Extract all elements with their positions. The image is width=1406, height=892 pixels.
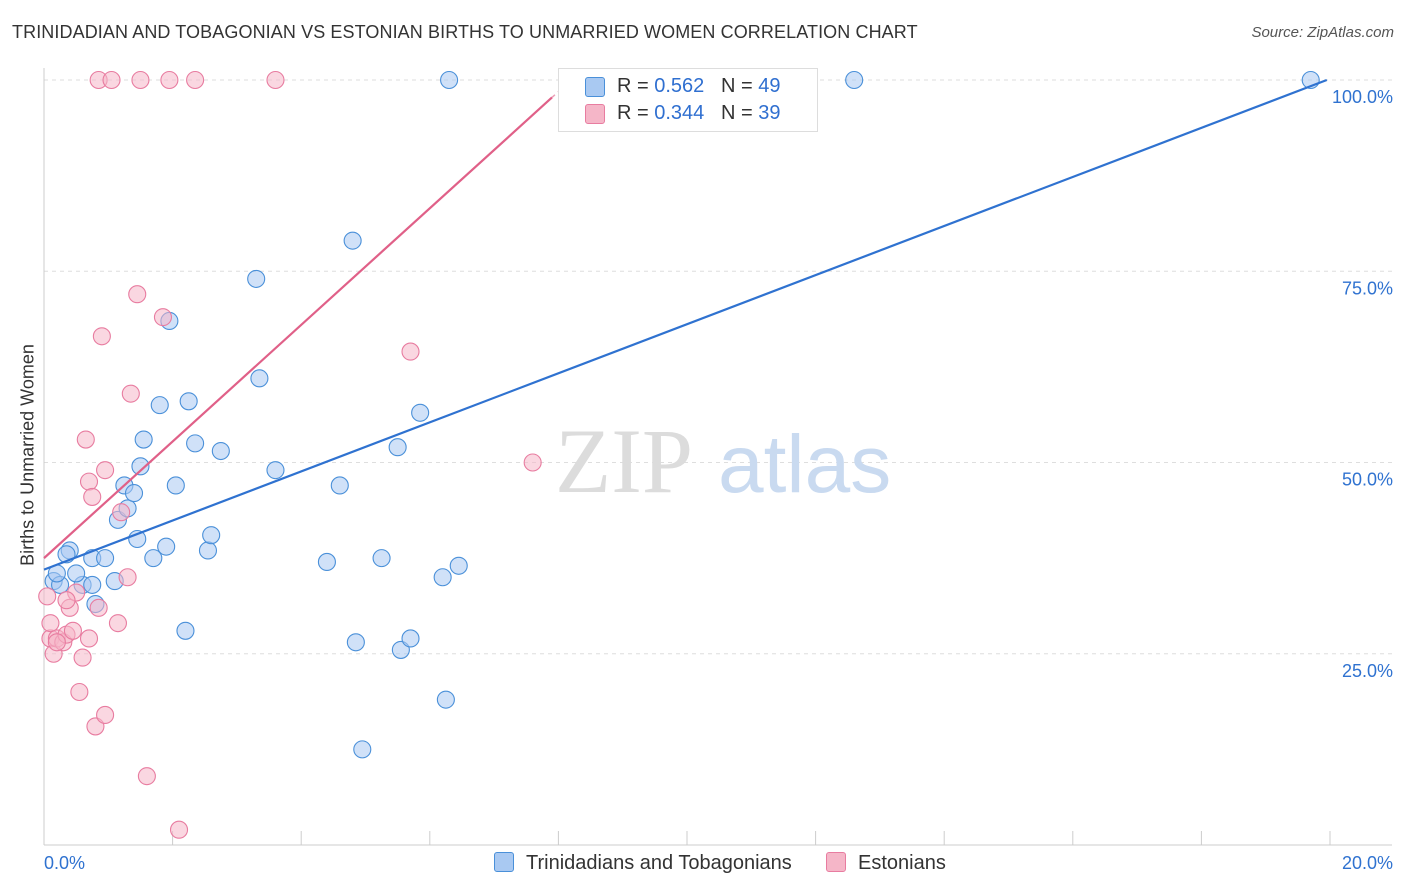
point-trinidadian [179, 392, 198, 411]
point-estonian [169, 820, 189, 839]
point-estonian [47, 633, 66, 652]
point-trinidadian [157, 537, 176, 556]
point-trinidadian [247, 269, 266, 288]
point-trinidadian [83, 575, 102, 594]
point-estonian [41, 614, 60, 633]
legend-n-value: 39 [758, 102, 781, 124]
y-tick-label: 50.0% [1342, 470, 1393, 490]
point-trinidadian [845, 70, 864, 90]
y-tick-label: 100.0% [1332, 87, 1393, 107]
data-points [38, 70, 1320, 839]
legend-swatch-pink [585, 104, 605, 124]
point-estonian [76, 430, 95, 449]
point-trinidadian [150, 396, 169, 415]
point-estonian [96, 705, 115, 725]
y-tick-label: 75.0% [1342, 278, 1393, 298]
bottom-legend-label: Trinidadians and Tobagonians [526, 852, 792, 874]
source-label: Source: ZipAtlas.com [1251, 24, 1394, 41]
point-trinidadian [186, 434, 205, 453]
point-estonian [137, 767, 156, 786]
point-estonian [153, 308, 173, 327]
watermark-atlas: atlas [718, 419, 891, 510]
point-trinidadian [250, 369, 269, 388]
point-trinidadian [353, 740, 372, 759]
legend-swatch-blue [585, 77, 605, 97]
point-estonian [186, 70, 205, 90]
point-trinidadian [388, 438, 407, 457]
point-estonian [38, 587, 57, 606]
point-trinidadian [211, 441, 230, 461]
point-estonian [63, 621, 82, 640]
point-trinidadian [67, 564, 86, 583]
bottom-legend-trinidadian: Trinidadians and Tobagonians [494, 852, 792, 875]
point-estonian [73, 648, 92, 667]
correlation-legend: R = 0.562 N = 49 R = 0.344 N = 39 [558, 68, 818, 132]
point-estonian [108, 614, 127, 633]
point-trinidadian [266, 461, 285, 480]
point-estonian [89, 598, 108, 617]
point-trinidadian [433, 568, 452, 587]
bottom-legend-label: Estonians [858, 852, 946, 874]
bottom-legend-estonian: Estonians [826, 852, 946, 875]
point-estonian [523, 453, 542, 472]
chart-title: TRINIDADIAN AND TOBAGONIAN VS ESTONIAN B… [12, 22, 918, 42]
point-estonian [118, 568, 137, 587]
point-estonian [92, 327, 111, 346]
point-trinidadian [401, 629, 420, 648]
x-tick-label-max: 20.0% [1342, 853, 1393, 873]
bottom-legend-swatch-pink [826, 852, 846, 872]
watermark-zip: ZIP [555, 410, 693, 512]
point-trinidadian [131, 457, 150, 476]
point-estonian [79, 472, 99, 491]
point-estonian [57, 591, 76, 610]
legend-r-value: 0.344 [654, 102, 705, 124]
trend-line-trinidadian [43, 78, 1328, 571]
point-estonian [70, 682, 89, 702]
point-trinidadian [176, 621, 195, 640]
x-tick-label-min: 0.0% [44, 853, 85, 873]
point-estonian [83, 487, 102, 506]
point-estonian [160, 70, 179, 90]
legend-n-label: N = [720, 102, 759, 124]
point-trinidadian [166, 476, 185, 495]
point-trinidadian [317, 552, 336, 572]
point-trinidadian [96, 549, 115, 568]
point-trinidadian [144, 549, 163, 568]
bottom-legend-swatch-blue [494, 852, 514, 872]
point-trinidadian [440, 70, 459, 90]
tick-labels: 25.0% 50.0% 75.0% 100.0% 0.0% 20.0% [44, 87, 1393, 873]
point-estonian [79, 629, 99, 648]
legend-n-label: N = [720, 75, 759, 97]
point-trinidadian [330, 476, 349, 495]
point-trinidadian [124, 484, 144, 503]
y-tick-label: 25.0% [1342, 661, 1393, 681]
legend-r-value: 0.562 [654, 75, 705, 97]
point-trinidadian [198, 541, 218, 560]
point-estonian [401, 342, 420, 361]
legend-r-label: R = [617, 75, 655, 97]
point-estonian [102, 70, 121, 90]
point-trinidadian [202, 526, 221, 545]
point-estonian [131, 70, 150, 90]
point-estonian [266, 70, 285, 90]
trend-lines [43, 78, 1328, 571]
point-trinidadian [134, 430, 153, 449]
point-trinidadian [436, 690, 455, 709]
point-trinidadian [343, 231, 362, 250]
y-axis-title: Births to Unmarried Women [17, 344, 38, 566]
point-estonian [128, 285, 147, 304]
grid-lines [44, 79, 1392, 655]
legend-n-value: 49 [758, 75, 781, 97]
trend-line-estonian [43, 96, 553, 559]
point-trinidadian [411, 403, 430, 422]
point-trinidadian [449, 556, 468, 575]
point-estonian [121, 384, 140, 403]
point-estonian [112, 503, 131, 522]
point-estonian [96, 461, 115, 480]
point-trinidadian [346, 633, 365, 652]
legend-r-label: R = [617, 102, 655, 124]
point-trinidadian [372, 549, 391, 568]
